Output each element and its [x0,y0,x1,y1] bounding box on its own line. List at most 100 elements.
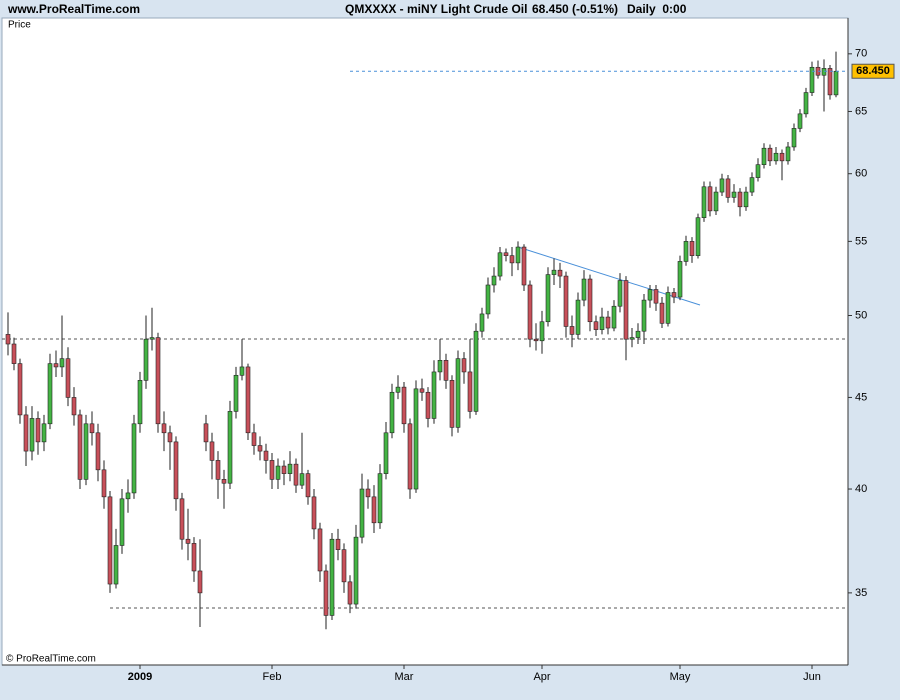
candle-body [527,284,533,340]
candle-body [167,432,173,443]
candle-body [539,321,545,342]
candle-body [665,292,671,324]
candle-body [533,338,539,342]
candle-body [113,545,119,585]
candle-body [191,543,197,572]
candle-body [41,423,47,443]
candle-body [407,423,413,490]
candle-body [509,255,515,264]
y-tick-label: 35 [855,587,867,599]
candle-body [827,68,833,96]
candle-body [479,313,485,332]
candle-body [455,358,461,428]
candle-body [341,549,347,583]
candle-body [719,178,725,193]
candle-body [221,479,227,484]
candle-body [275,465,281,480]
candle-body [635,330,641,338]
candle-body [401,386,407,425]
candle-body [713,191,719,212]
candle-body [779,152,785,162]
candle-body [269,460,275,480]
candle-body [209,441,215,461]
candle-body [467,371,473,412]
candle-body [437,360,443,373]
candle-body [797,113,803,129]
candle-body [317,528,323,572]
candle-body [473,330,479,412]
candle-body [671,292,677,298]
candle-body [503,252,509,256]
candle-body [101,469,107,498]
candle-body [185,538,191,544]
candle-body [155,337,161,425]
candle-body [563,275,569,327]
candle-body [749,177,755,193]
candle-body [371,496,377,524]
candle-body [119,498,125,546]
candle-body [617,280,623,307]
candle-body [653,289,659,304]
candle-body [785,146,791,162]
candle-body [599,316,605,330]
candle-body [215,460,221,480]
candle-body [731,191,737,198]
candle-body [443,360,449,381]
candle-body [581,278,587,301]
candle-body [11,343,17,364]
candle-body [35,418,41,443]
candle-body [725,178,731,198]
x-tick-label: Mar [395,671,414,683]
y-tick-label: 70 [855,48,867,60]
candle-body [755,164,761,178]
candle-body [47,363,53,425]
last-price-box [851,63,895,79]
candle-body [701,186,707,218]
candle-body [149,337,155,340]
copyright: © ProRealTime.com [6,654,96,665]
y-tick-label: 50 [855,309,867,321]
candle-body [647,289,653,301]
candle-body [95,432,101,471]
candle-body [59,358,65,368]
candle-body [281,465,287,474]
candle-body [107,496,113,585]
y-tick-label: 55 [855,235,867,247]
candle-body [695,217,701,256]
candle-body [5,334,11,345]
x-tick-label: Apr [533,671,550,683]
candle-body [557,269,563,277]
candle-body [65,358,71,398]
candle-body [23,414,29,452]
source: www.ProRealTime.com [7,2,140,16]
candle-body [305,473,311,498]
timeframe: Daily 0:00 [627,2,687,16]
candle-body [395,386,401,393]
candle-body [521,246,527,286]
candle-body [227,411,233,484]
candle-body [761,147,767,165]
candle-body [197,570,203,594]
candle-body [83,423,89,480]
candle-body [245,366,251,434]
candle-body [125,492,131,500]
candle-body [335,538,341,550]
candle-body [641,299,647,332]
candle-body [377,473,383,524]
candle-body [143,338,149,381]
plot-area [1,17,849,666]
candle-body [743,191,749,208]
candle-body [707,186,713,212]
candle-body [263,450,269,461]
candle-body [515,246,521,264]
candle-body [587,278,593,323]
candle-body [293,463,299,486]
candle-body [137,380,143,425]
x-tick-label: 2009 [128,671,152,683]
candle-body [425,391,431,419]
candle-body [461,358,467,373]
candle-body [485,284,491,315]
candle-body [71,397,77,416]
y-tick-label: 65 [855,105,867,117]
